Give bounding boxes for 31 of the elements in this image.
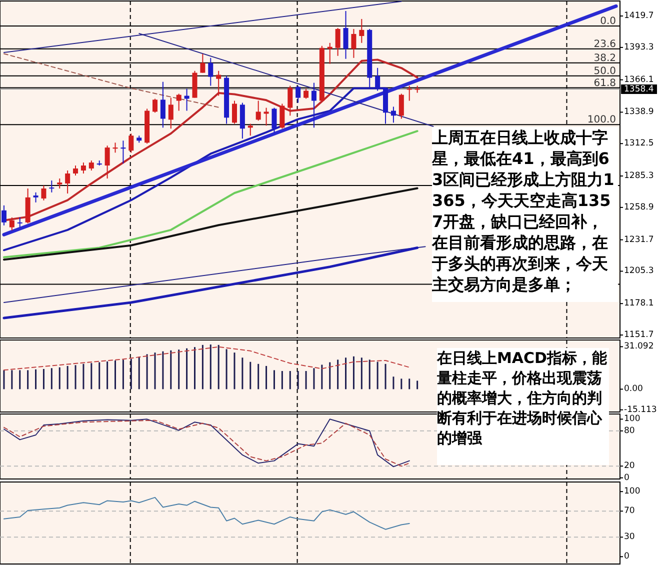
annotation: 上周五在日线上收成十字星，最低在41，最高到63区间已经形成上方阻力1365，今天天空走高1357开盘，缺口已经回补，在目前看形成的思路，在于多头的再次到来，今天主交易方向是多单； — [432, 127, 618, 302]
y-tick-label: 0 — [624, 552, 630, 562]
y-tick-label: 1285.3 — [624, 170, 654, 181]
annotation: 61.8 — [594, 78, 616, 89]
y-tick-label: 1151.7 — [624, 330, 654, 340]
y-tick-label: 100 — [624, 414, 640, 424]
y-tick-label: 0.00 — [624, 384, 643, 394]
y-tick-label: 70 — [624, 506, 635, 516]
y-tick-label: 80 — [624, 426, 635, 436]
y-tick-label: 1231.7 — [624, 234, 654, 245]
annotation: 23.6 — [594, 38, 616, 50]
y-tick-label: 1312.5 — [624, 138, 654, 149]
y-tick-label: 1338.9 — [624, 107, 654, 118]
y-tick-label: 1205.3 — [624, 266, 654, 276]
annotation: 0.0 — [600, 16, 616, 27]
ref-line-label: 1358.4 — [624, 84, 654, 94]
annotation: 38.2 — [594, 52, 616, 64]
annotation: 在日线上MACD指标，能量柱走平，价格出现震荡的概率增大，住方向的判断有利于在进场时候信心的增强 — [437, 348, 609, 465]
y-tick-label: 30 — [624, 532, 635, 542]
y-tick-label: 1366.1 — [624, 74, 654, 85]
y-tick-label: 100 — [624, 486, 640, 497]
y-tick-label: 31.092 — [624, 342, 654, 352]
y-tick-label: 1178.1 — [624, 298, 654, 309]
y-tick-label: -15.113 — [624, 404, 657, 415]
y-tick-label: 1393.3 — [624, 42, 654, 52]
annotation: 100.0 — [587, 114, 616, 126]
y-tick-label: 1258.9 — [624, 202, 654, 212]
y-tick-label: 1419.7 — [624, 11, 654, 21]
annotation: 50.0 — [594, 66, 616, 77]
y-tick-label: 0 — [624, 472, 630, 483]
y-tick-label: 20 — [624, 461, 635, 472]
